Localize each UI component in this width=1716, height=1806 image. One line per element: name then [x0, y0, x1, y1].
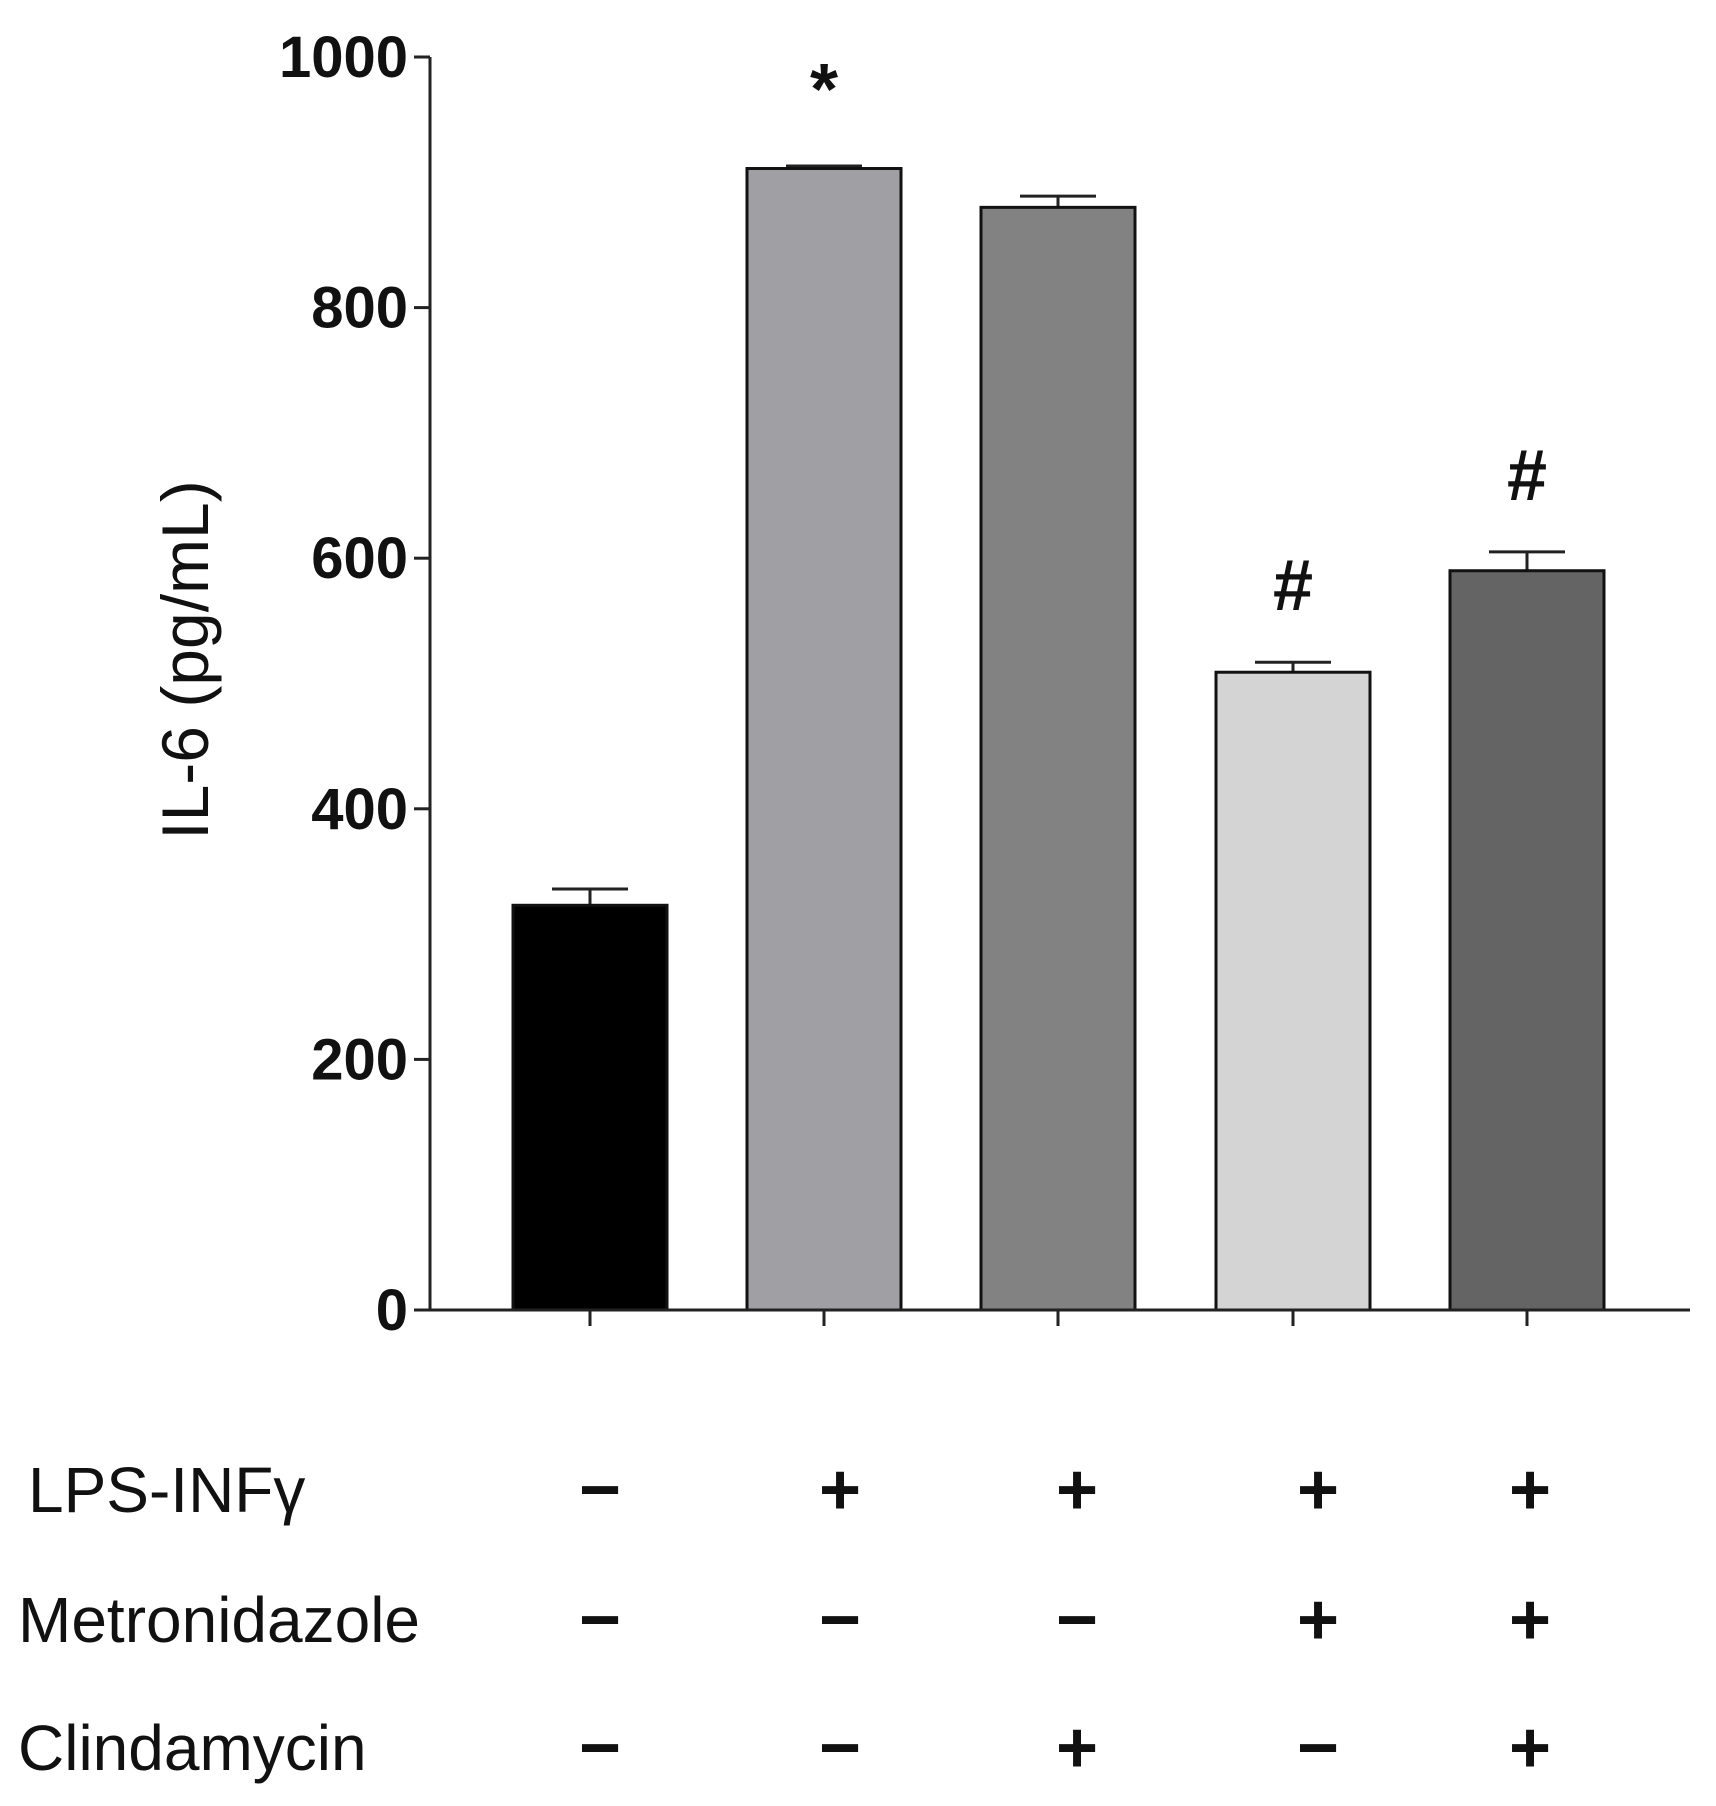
- y-tick-label-5: 1000: [279, 25, 408, 90]
- x-axis: [414, 1308, 1690, 1326]
- treatment-sign-0-3: +: [1297, 1450, 1339, 1530]
- bars-group: * # #: [511, 50, 1606, 1312]
- y-axis: 0 200 400 600 800 1000: [279, 25, 432, 1343]
- treatment-sign-2-0: −: [579, 1708, 621, 1788]
- bar-0: [511, 903, 669, 1312]
- y-tick-label-4: 800: [311, 276, 408, 341]
- treatment-table: LPS-INFγ − + + + + Metronidazole − − − + + Clindamyc…: [18, 1450, 1551, 1788]
- y-tick-label-1: 200: [311, 1027, 408, 1092]
- treatment-sign-1-1: −: [819, 1580, 861, 1660]
- treatment-sign-0-0: −: [579, 1450, 621, 1530]
- bar-2: [979, 205, 1137, 1312]
- treatment-sign-0-2: +: [1056, 1450, 1098, 1530]
- treatment-sign-0-4: +: [1509, 1450, 1551, 1530]
- treatment-label-2: Clindamycin: [18, 1712, 367, 1784]
- treatment-sign-2-4: +: [1509, 1708, 1551, 1788]
- treatment-label-0: LPS-INFγ: [28, 1454, 305, 1526]
- treatment-sign-1-0: −: [579, 1580, 621, 1660]
- treatment-sign-2-1: −: [819, 1708, 861, 1788]
- treatment-sign-1-2: −: [1056, 1580, 1098, 1660]
- treatment-sign-1-4: +: [1509, 1580, 1551, 1660]
- treatment-sign-1-3: +: [1297, 1580, 1339, 1660]
- y-tick-label-3: 600: [311, 526, 408, 591]
- treatment-sign-0-1: +: [819, 1450, 861, 1530]
- significance-mark-1: *: [810, 50, 838, 130]
- bar-3: [1214, 670, 1372, 1312]
- y-tick-label-0: 0: [376, 1278, 408, 1343]
- bar-1: [745, 167, 903, 1312]
- significance-mark-4: #: [1507, 436, 1547, 516]
- significance-mark-3: #: [1273, 546, 1313, 626]
- y-tick-label-2: 400: [311, 777, 408, 842]
- treatment-sign-2-2: +: [1056, 1708, 1098, 1788]
- y-axis-title: IL-6 (pg/mL): [148, 480, 222, 839]
- bar-4: [1448, 569, 1606, 1312]
- treatment-sign-2-3: −: [1297, 1708, 1339, 1788]
- treatment-label-1: Metronidazole: [18, 1584, 420, 1656]
